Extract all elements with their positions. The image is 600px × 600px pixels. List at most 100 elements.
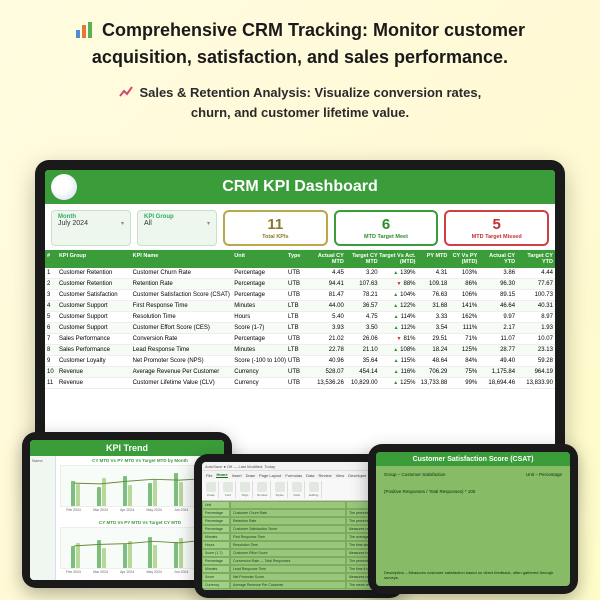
table-cell: Net Promoter Score (NPS) <box>133 358 235 364</box>
table-cell: Percentage <box>234 292 288 298</box>
ribbon-group[interactable]: Align <box>238 481 253 498</box>
table-row[interactable]: 11RevenueCustomer Lifetime Value (CLV)Cu… <box>45 378 555 389</box>
table-cell: Hours <box>234 314 288 320</box>
sheet-cell[interactable]: Customer Satisfaction Score <box>230 525 346 533</box>
sheet-row[interactable]: MinutesFirst Response TimeThe average ti… <box>202 533 396 541</box>
ribbon-group[interactable]: Styles <box>273 481 288 498</box>
sheet-cell[interactable]: Customer Churn Rate <box>230 509 346 517</box>
sheet-cell[interactable]: Hours <box>202 541 230 549</box>
ribbon-tab[interactable]: Page Layout <box>259 473 281 478</box>
column-header[interactable]: Target CY YTD <box>515 253 553 265</box>
bar-py <box>153 480 157 506</box>
table-row[interactable]: 9Customer LoyaltyNet Promoter Score (NPS… <box>45 356 555 367</box>
kpi-card-total: 11 Total KPIs <box>223 210 328 246</box>
sheet-cell[interactable]: Minutes <box>202 565 230 573</box>
ribbon-tab[interactable]: File <box>206 473 212 478</box>
sheet-cell[interactable]: Percentage <box>202 525 230 533</box>
sheet-row[interactable]: Unit <box>202 501 396 509</box>
sheet-cell[interactable]: Net Promoter Score <box>230 573 346 581</box>
sheet-row[interactable]: HoursResolution TimeThe time taken to re <box>202 541 396 549</box>
ribbon-group[interactable]: Editing <box>307 481 322 498</box>
excel-grid[interactable]: UnitPercentageCustomer Churn RateThe per… <box>202 501 396 590</box>
table-cell: Currency <box>234 369 288 375</box>
ribbon-icon <box>275 482 285 492</box>
sheet-cell[interactable]: Conversion Rate — Total Responses <box>230 557 346 565</box>
column-header[interactable]: Actual CY MTD <box>310 253 344 265</box>
table-row[interactable]: 1Customer RetentionCustomer Churn RatePe… <box>45 268 555 279</box>
table-cell: 9 <box>47 358 59 364</box>
column-header[interactable]: Type <box>288 253 310 265</box>
kpi-group-filter[interactable]: KPI Group All▾ <box>137 210 217 246</box>
sheet-cell[interactable]: Minutes <box>202 533 230 541</box>
column-header[interactable]: Actual CY YTD <box>477 253 515 265</box>
sheet-cell[interactable] <box>230 501 346 509</box>
sheet-row[interactable]: PercentageConversion Rate — Total Respon… <box>202 557 396 565</box>
table-row[interactable]: 4Customer SupportFirst Response TimeMinu… <box>45 301 555 312</box>
sheet-row[interactable]: CurrencyAverage Revenue Per CustomerThe … <box>202 581 396 589</box>
sheet-row[interactable]: MinutesLead Response TimeThe time it tak… <box>202 565 396 573</box>
column-header[interactable]: # <box>47 253 59 265</box>
sheet-cell[interactable]: Resolution Time <box>230 541 346 549</box>
table-cell: 3.54 <box>416 325 448 331</box>
table-row[interactable]: 6Customer SupportCustomer Effort Score (… <box>45 323 555 334</box>
sheet-cell[interactable]: First Response Time <box>230 533 346 541</box>
kpi-meet-value: 6 <box>382 216 390 233</box>
column-header[interactable]: PY MTD <box>416 253 448 265</box>
table-cell: 7 <box>47 336 59 342</box>
ribbon-group[interactable]: Paste <box>204 481 219 498</box>
column-header[interactable]: Target CY MTD <box>344 253 378 265</box>
ribbon-tab[interactable]: Home <box>216 472 227 478</box>
sheet-cell[interactable]: Customer Effort Score <box>230 549 346 557</box>
table-row[interactable]: 2Customer RetentionRetention RatePercent… <box>45 279 555 290</box>
ribbon-group[interactable]: Font <box>221 481 236 498</box>
table-cell: 125% <box>447 347 477 353</box>
column-header[interactable]: KPI Group <box>59 253 133 265</box>
table-row[interactable]: 5Customer SupportResolution TimeHoursLTB… <box>45 312 555 323</box>
ribbon-tab[interactable]: Draw <box>246 473 255 478</box>
excel-titlebar: AutoSave ● Off — Last Modified: Today <box>202 462 396 471</box>
table-cell: 706.29 <box>416 369 448 375</box>
month-filter[interactable]: Month July 2024▾ <box>51 210 131 246</box>
table-cell: Resolution Time <box>133 314 235 320</box>
table-row[interactable]: 10RevenueAverage Revenue Per CustomerCur… <box>45 367 555 378</box>
column-header[interactable]: Target Vs Act. (MTD) <box>378 253 416 265</box>
ribbon-group[interactable]: Cells <box>290 481 305 498</box>
kpi-group-filter-value: All <box>144 220 152 227</box>
column-header[interactable]: Unit <box>234 253 288 265</box>
sheet-cell[interactable]: Percentage <box>202 557 230 565</box>
x-tick: Feb 2024 <box>66 508 81 512</box>
sheet-cell[interactable]: Unit <box>202 501 230 509</box>
sheet-row[interactable]: PercentageRetention RateThe percentage o… <box>202 517 396 525</box>
sheet-cell[interactable]: Currency <box>202 581 230 589</box>
sheet-row[interactable]: ScoreNet Promoter ScoreMeasures customer… <box>202 573 396 581</box>
table-row[interactable]: 7Sales PerformanceConversion RatePercent… <box>45 334 555 345</box>
table-cell: 21.10 <box>344 347 378 353</box>
sheet-row[interactable]: PercentageCustomer Churn RateThe percent… <box>202 509 396 517</box>
column-header[interactable]: KPI Name <box>133 253 235 265</box>
table-cell: 59.28 <box>515 358 553 364</box>
excel-ribbon-tabs[interactable]: File Home Insert Draw Page Layout Formulas Dat… <box>202 471 396 479</box>
table-cell: Currency <box>234 380 288 386</box>
ribbon-tab[interactable]: View <box>336 473 345 478</box>
excel-ribbon[interactable]: PasteFontAlignNumberStylesCellsEditing <box>202 479 396 501</box>
table-cell: 13,833.90 <box>515 380 553 386</box>
table-row[interactable]: 3Customer SatisfactionCustomer Satisfact… <box>45 290 555 301</box>
sheet-row[interactable]: Score (1-7)Customer Effort ScoreMeasures… <box>202 549 396 557</box>
ribbon-tab[interactable]: Data <box>306 473 314 478</box>
ribbon-tab[interactable]: Insert <box>232 473 242 478</box>
column-header[interactable]: CY Vs PY (MTD) <box>447 253 477 265</box>
sheet-cell[interactable]: Lead Response Time <box>230 565 346 573</box>
sheet-cell[interactable]: Average Revenue Per Customer <box>230 581 346 589</box>
sheet-cell[interactable]: Score <box>202 573 230 581</box>
bar-group <box>148 480 157 506</box>
sheet-cell[interactable]: Percentage <box>202 517 230 525</box>
ribbon-tab[interactable]: Review <box>319 473 332 478</box>
sheet-cell[interactable]: Score (1-7) <box>202 549 230 557</box>
ribbon-tab[interactable]: Formulas <box>285 473 302 478</box>
sheet-row[interactable]: PercentageCustomer Satisfaction ScoreMea… <box>202 525 396 533</box>
sheet-cell[interactable]: Percentage <box>202 509 230 517</box>
ribbon-group[interactable]: Number <box>255 481 271 498</box>
table-row[interactable]: 8Sales PerformanceLead Response TimeMinu… <box>45 345 555 356</box>
ribbon-tab[interactable]: Developer <box>348 473 366 478</box>
sheet-cell[interactable]: Retention Rate <box>230 517 346 525</box>
